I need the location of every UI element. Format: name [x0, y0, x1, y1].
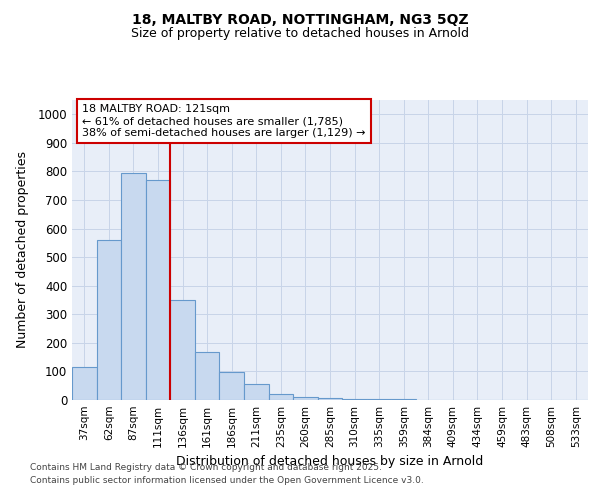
Bar [342, 398, 367, 400]
Bar [244, 384, 269, 400]
Bar [72, 367, 97, 400]
Bar [97, 240, 121, 400]
X-axis label: Distribution of detached houses by size in Arnold: Distribution of detached houses by size … [176, 456, 484, 468]
Bar [269, 394, 293, 400]
Bar [195, 352, 220, 400]
Bar [170, 300, 195, 400]
Text: Contains public sector information licensed under the Open Government Licence v3: Contains public sector information licen… [30, 476, 424, 485]
Text: Size of property relative to detached houses in Arnold: Size of property relative to detached ho… [131, 28, 469, 40]
Bar [121, 173, 146, 400]
Bar [146, 180, 170, 400]
Text: Contains HM Land Registry data © Crown copyright and database right 2025.: Contains HM Land Registry data © Crown c… [30, 464, 382, 472]
Text: 18 MALTBY ROAD: 121sqm
← 61% of detached houses are smaller (1,785)
38% of semi-: 18 MALTBY ROAD: 121sqm ← 61% of detached… [82, 104, 366, 138]
Bar [318, 398, 342, 400]
Bar [220, 372, 244, 400]
Text: 18, MALTBY ROAD, NOTTINGHAM, NG3 5QZ: 18, MALTBY ROAD, NOTTINGHAM, NG3 5QZ [131, 12, 469, 26]
Bar [293, 396, 318, 400]
Bar [367, 399, 391, 400]
Y-axis label: Number of detached properties: Number of detached properties [16, 152, 29, 348]
